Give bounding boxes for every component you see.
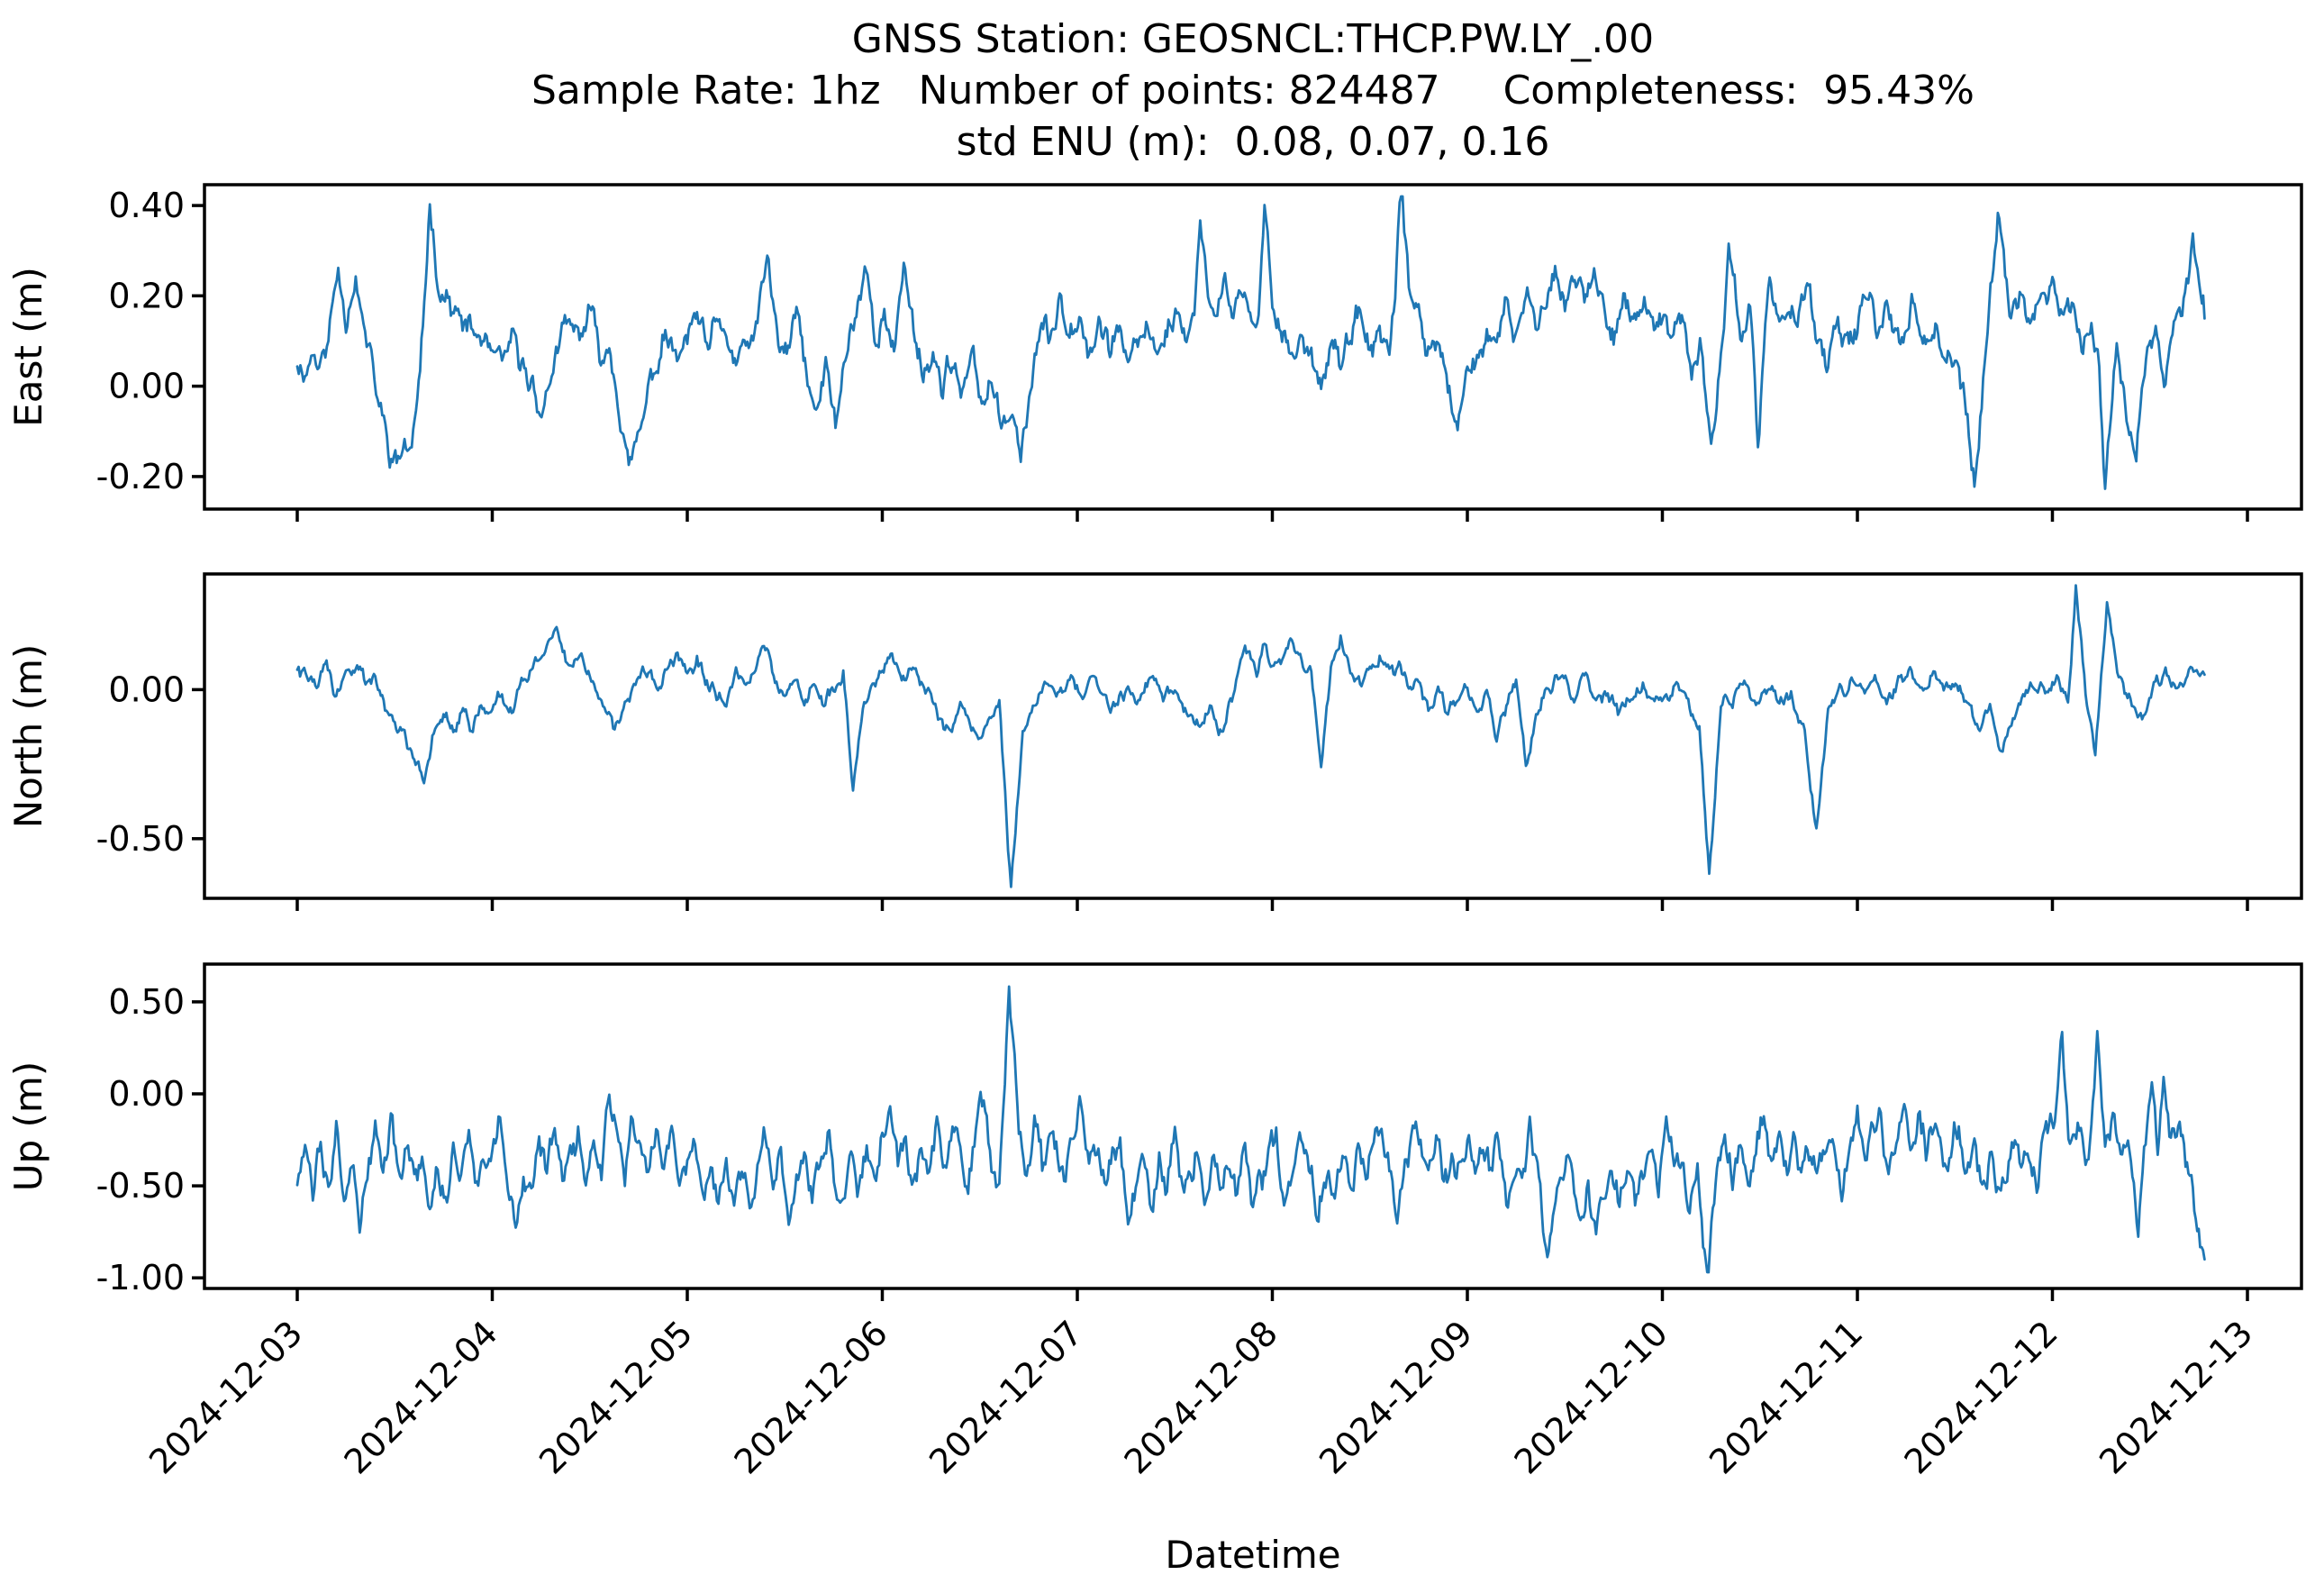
axes-frame-north <box>203 572 2303 900</box>
x-tick-label: 2024-12-05 <box>531 1313 700 1481</box>
y-tick-label: -0.50 <box>96 819 185 859</box>
series-line-east <box>295 195 2206 490</box>
y-tick-label: -0.20 <box>96 457 185 496</box>
x-tick-label: 2024-12-09 <box>1312 1313 1480 1481</box>
y-tick-label: 0.00 <box>108 669 185 709</box>
x-tick-label: 2024-12-08 <box>1117 1313 1285 1481</box>
x-tick-label: 2024-12-12 <box>1897 1313 2065 1481</box>
y-tick-label: 0.20 <box>108 276 185 315</box>
x-tick-label: 2024-12-07 <box>921 1313 1090 1481</box>
figure-title: GNSS Station: GEOSNCL:THCP.PW.LY_.00 <box>852 16 1654 62</box>
y-axis-label-east: East (m) <box>6 267 50 427</box>
x-tick-label: 2024-12-06 <box>727 1313 895 1481</box>
y-tick-label: -1.00 <box>96 1258 185 1297</box>
series-line-north <box>295 584 2206 888</box>
y-axis-label-north: North (m) <box>6 644 50 829</box>
axes-frame-east <box>203 183 2303 511</box>
y-tick-label: 0.00 <box>108 367 185 406</box>
y-tick-label: 0.40 <box>108 186 185 225</box>
x-tick-label: 2024-12-13 <box>2092 1313 2260 1481</box>
series-line-up <box>295 985 2206 1274</box>
y-tick-label: -0.50 <box>96 1166 185 1206</box>
x-tick-label: 2024-12-03 <box>141 1313 310 1481</box>
y-tick-label: 0.00 <box>108 1074 185 1114</box>
x-axis-label: Datetime <box>1165 1533 1340 1575</box>
figure-subtitle-std: std ENU (m): 0.08, 0.07, 0.16 <box>957 119 1550 165</box>
figure-subtitle-stats: Sample Rate: 1hz Number of points: 82448… <box>531 68 1974 114</box>
x-tick-label: 2024-12-10 <box>1507 1313 1675 1481</box>
x-tick-label: 2024-12-11 <box>1702 1313 1870 1481</box>
axes-frame-up <box>203 962 2303 1290</box>
axes-and-series-layer: 0.40 0.20 0.00 -0.20 0.00 -0.50 0.50 0.00 -0.50 -… <box>96 183 2303 1482</box>
y-axis-label-up: Up (m) <box>6 1061 50 1191</box>
y-tick-label: 0.50 <box>108 982 185 1022</box>
x-tick-label: 2024-12-04 <box>337 1313 505 1481</box>
